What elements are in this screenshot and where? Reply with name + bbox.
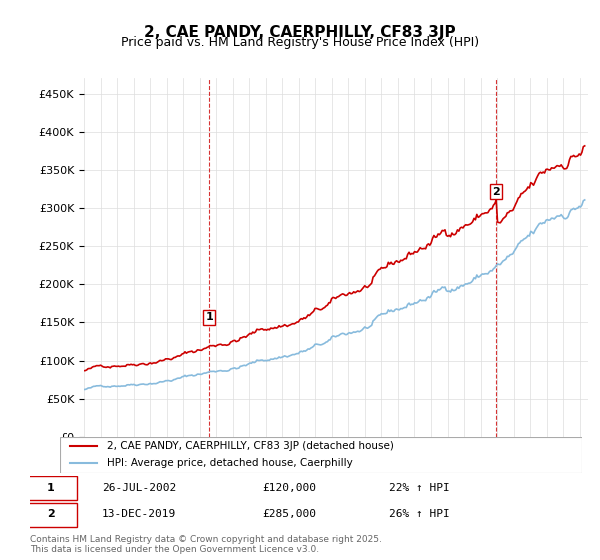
FancyBboxPatch shape [25,503,77,527]
Text: 26% ↑ HPI: 26% ↑ HPI [389,509,449,519]
Text: 26-JUL-2002: 26-JUL-2002 [102,483,176,493]
Text: 2, CAE PANDY, CAERPHILLY, CF83 3JP (detached house): 2, CAE PANDY, CAERPHILLY, CF83 3JP (deta… [107,441,394,451]
Text: £120,000: £120,000 [262,483,316,493]
Text: £285,000: £285,000 [262,509,316,519]
Text: HPI: Average price, detached house, Caerphilly: HPI: Average price, detached house, Caer… [107,458,353,468]
Text: 2: 2 [47,509,55,519]
Text: 2: 2 [493,186,500,197]
Text: 1: 1 [205,312,213,323]
Text: 13-DEC-2019: 13-DEC-2019 [102,509,176,519]
Text: 1: 1 [47,483,55,493]
Text: 2, CAE PANDY, CAERPHILLY, CF83 3JP: 2, CAE PANDY, CAERPHILLY, CF83 3JP [144,25,456,40]
Text: Price paid vs. HM Land Registry's House Price Index (HPI): Price paid vs. HM Land Registry's House … [121,36,479,49]
Text: Contains HM Land Registry data © Crown copyright and database right 2025.
This d: Contains HM Land Registry data © Crown c… [30,535,382,554]
Text: 22% ↑ HPI: 22% ↑ HPI [389,483,449,493]
FancyBboxPatch shape [60,437,582,473]
FancyBboxPatch shape [25,476,77,501]
